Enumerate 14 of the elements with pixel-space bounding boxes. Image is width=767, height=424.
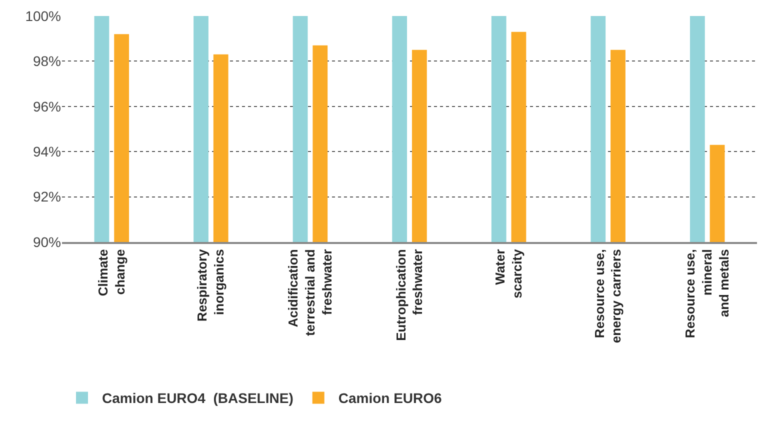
- y-tick-label: 96%: [32, 98, 61, 114]
- x-tick-label: Eutrophication freshwater: [393, 249, 426, 341]
- x-tick-label: Respiratory inorganics: [194, 248, 227, 322]
- y-tick-label: 100%: [25, 8, 61, 24]
- x-tick-label: Water scarcity: [492, 248, 524, 298]
- y-tick-label: 90%: [32, 234, 61, 250]
- y-tick-label: 98%: [32, 53, 61, 70]
- legend-label: Camion EURO6: [338, 390, 442, 406]
- x-tick-label: Climate change: [95, 249, 128, 296]
- x-tick-label: Resource use, mineral and metals: [682, 249, 732, 338]
- x-tick-label: Acidification terrestrial and freshwater: [286, 249, 334, 336]
- legend-label: Camion EURO4 (BASELINE): [102, 390, 294, 406]
- y-tick-label: 94%: [32, 144, 61, 160]
- y-tick-label: 92%: [32, 188, 61, 205]
